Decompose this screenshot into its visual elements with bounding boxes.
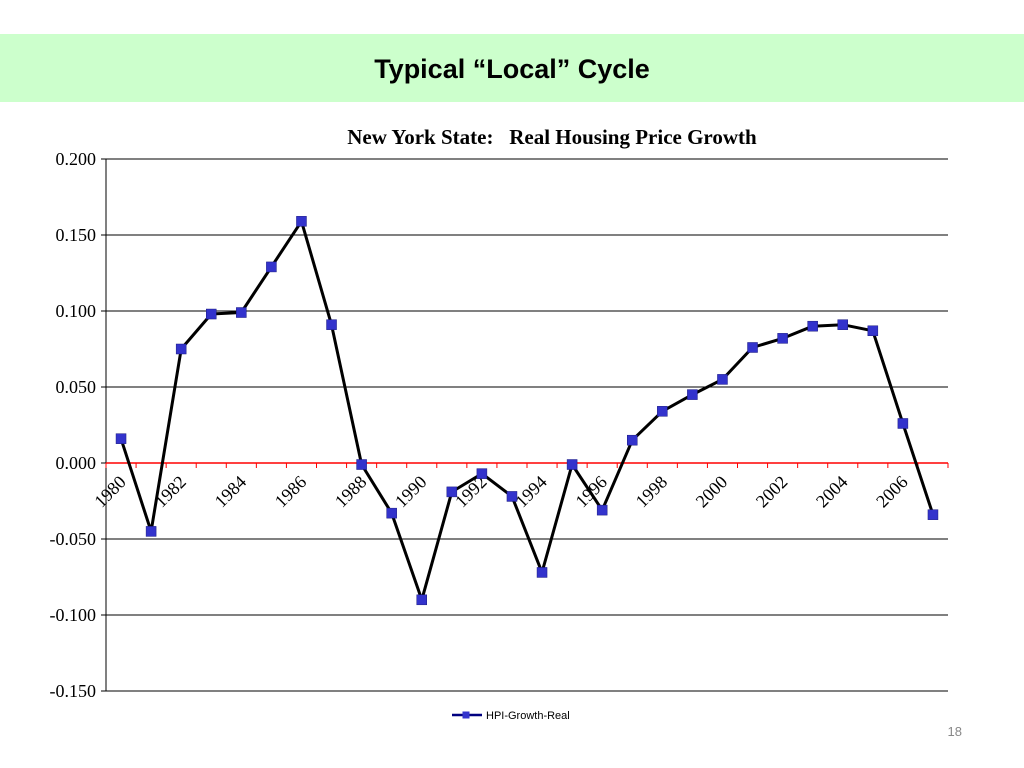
x-tick-label: 1998 — [632, 472, 672, 512]
x-tick-labels: 1980 1982 1984 1986 1988 1990 1992 1994 1996 1998… — [90, 472, 911, 512]
legend-marker — [462, 711, 470, 719]
x-tick-label: 2000 — [692, 472, 732, 512]
data-point — [867, 325, 879, 337]
data-point — [296, 216, 307, 227]
legend-label: HPI-Growth-Real — [486, 710, 570, 722]
data-point — [837, 319, 848, 330]
x-tick-label: 1980 — [90, 472, 130, 512]
data-point — [266, 261, 277, 273]
slide-title: Typical “Local” Cycle — [374, 54, 650, 84]
y-tick-label: 0.150 — [56, 225, 97, 245]
data-point — [386, 507, 397, 519]
data-point — [807, 320, 818, 332]
data-point — [115, 433, 127, 444]
y-tick-label: 0.100 — [56, 301, 97, 321]
page-number: 18 — [947, 724, 962, 739]
gridlines — [106, 158, 948, 692]
title-band: Typical “Local” Cycle — [0, 34, 1024, 102]
data-point — [777, 333, 788, 344]
axes — [101, 158, 949, 692]
data-point — [566, 459, 578, 470]
data-point — [175, 343, 187, 355]
data-point — [356, 459, 367, 470]
data-point — [596, 504, 608, 516]
data-point — [236, 307, 247, 318]
data-point — [506, 491, 518, 502]
data-point — [536, 567, 548, 578]
y-tick-label: -0.100 — [50, 605, 97, 625]
series-hpi-growth-real — [115, 216, 939, 606]
y-tick-label: 0.200 — [56, 149, 97, 169]
data-point — [747, 342, 758, 353]
data-point — [657, 406, 668, 417]
chart-title: New York State: Real Housing Price Growt… — [347, 125, 757, 149]
data-point — [687, 389, 698, 400]
data-point — [446, 486, 458, 498]
data-point — [145, 526, 157, 537]
y-tick-label: -0.050 — [50, 529, 97, 549]
y-tick-label: -0.150 — [50, 681, 97, 701]
y-tick-label: 0.000 — [56, 453, 97, 473]
data-point — [897, 418, 909, 429]
x-tick-label: 2006 — [872, 472, 912, 512]
data-point — [206, 308, 217, 320]
data-point — [416, 594, 427, 606]
series-line — [119, 219, 935, 602]
y-tick-labels: 0.200 0.150 0.100 0.050 0.000 -0.050 -0.100 -0.… — [50, 149, 97, 701]
y-tick-label: 0.050 — [56, 377, 97, 397]
data-point — [326, 319, 337, 330]
x-tick-label: 2002 — [752, 472, 792, 512]
data-point — [717, 374, 728, 385]
legend: HPI-Growth-Real — [452, 710, 570, 722]
data-point — [476, 468, 488, 479]
x-tick-label: 2004 — [812, 472, 852, 512]
x-tick-label: 1990 — [391, 472, 431, 512]
x-tick-label: 1986 — [271, 472, 311, 512]
data-point — [927, 509, 939, 520]
x-tick-label: 1984 — [211, 472, 251, 512]
x-tick-label: 1988 — [331, 472, 371, 512]
data-point — [627, 434, 638, 446]
